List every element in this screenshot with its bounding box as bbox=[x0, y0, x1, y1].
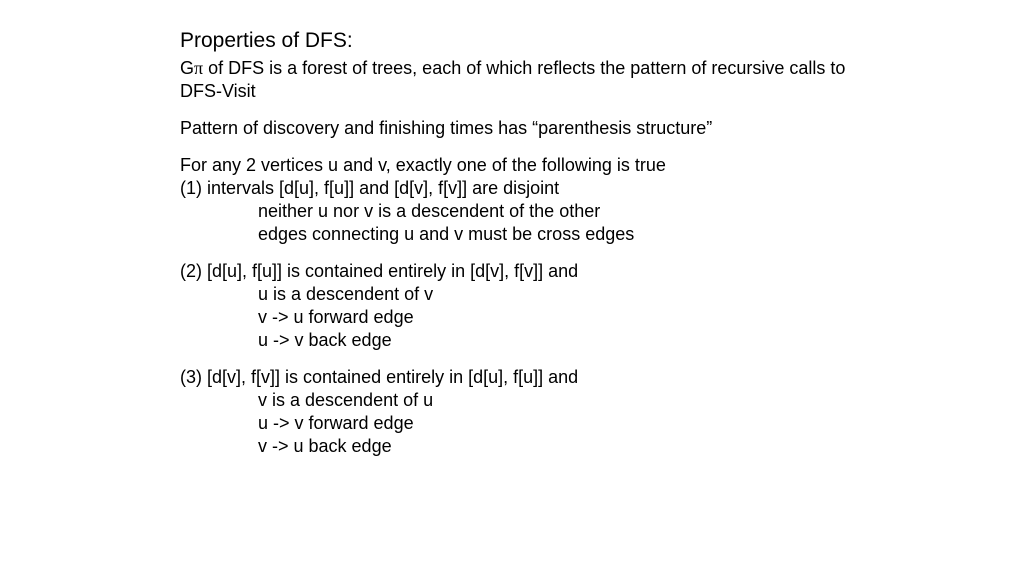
slide-title: Properties of DFS: bbox=[180, 28, 1024, 55]
case-2-line-1: u is a descendent of v bbox=[180, 283, 1024, 306]
text-rest: of DFS is a forest of trees, each of whi… bbox=[180, 58, 845, 101]
case-3-line-3: v -> u back edge bbox=[180, 435, 1024, 458]
paragraph-gpi: Gπ of DFS is a forest of trees, each of … bbox=[180, 57, 860, 103]
case-2-head: (2) [d[u], f[u]] is contained entirely i… bbox=[180, 260, 1024, 283]
symbol-pi: π bbox=[194, 58, 203, 78]
case-2-line-3: u -> v back edge bbox=[180, 329, 1024, 352]
case-3: (3) [d[v], f[v]] is contained entirely i… bbox=[180, 366, 1024, 458]
case-1-head: (1) intervals [d[u], f[u]] and [d[v], f[… bbox=[180, 177, 1024, 200]
case-1: (1) intervals [d[u], f[u]] and [d[v], f[… bbox=[180, 177, 1024, 246]
case-1-line-1: neither u nor v is a descendent of the o… bbox=[180, 200, 1024, 223]
case-1-line-2: edges connecting u and v must be cross e… bbox=[180, 223, 1024, 246]
case-2-line-2: v -> u forward edge bbox=[180, 306, 1024, 329]
case-3-head: (3) [d[v], f[v]] is contained entirely i… bbox=[180, 366, 1024, 389]
text-g: G bbox=[180, 58, 194, 78]
case-3-line-1: v is a descendent of u bbox=[180, 389, 1024, 412]
case-3-line-2: u -> v forward edge bbox=[180, 412, 1024, 435]
case-2: (2) [d[u], f[u]] is contained entirely i… bbox=[180, 260, 1024, 352]
paragraph-intro: For any 2 vertices u and v, exactly one … bbox=[180, 154, 1024, 177]
paragraph-parenthesis: Pattern of discovery and finishing times… bbox=[180, 117, 880, 140]
